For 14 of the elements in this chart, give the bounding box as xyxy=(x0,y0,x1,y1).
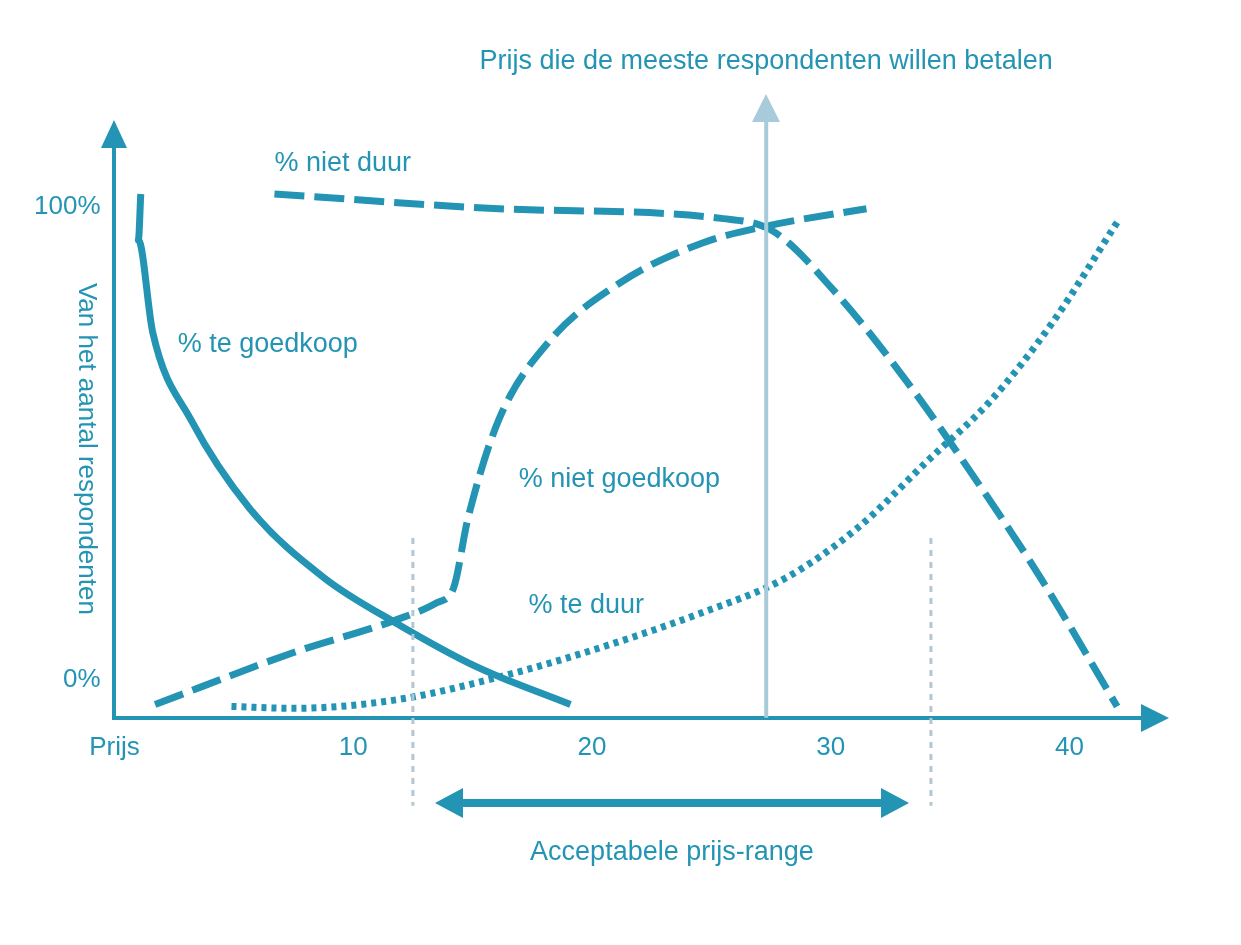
series-label: % te duur xyxy=(528,588,645,619)
series-label: % niet goedkoop xyxy=(518,463,720,494)
y-tick-label: 100% xyxy=(34,189,101,220)
x-tick-label: 10 xyxy=(338,730,368,761)
series-label: % niet duur xyxy=(274,147,412,178)
y-tick-label: 0% xyxy=(62,663,101,694)
x-tick-label: 20 xyxy=(577,730,607,761)
text: Acceptabele prijs-range xyxy=(530,836,814,867)
ref-line-label: Prijs die de meeste respondenten willen betalen xyxy=(479,45,1053,76)
y-axis-title: Van het aantal respondenten xyxy=(72,282,103,615)
x-tick-label: Prijs xyxy=(89,730,140,761)
x-tick-label: 40 xyxy=(1054,730,1084,761)
x-tick-label: 30 xyxy=(816,730,846,761)
series-label: % te goedkoop xyxy=(177,327,358,358)
